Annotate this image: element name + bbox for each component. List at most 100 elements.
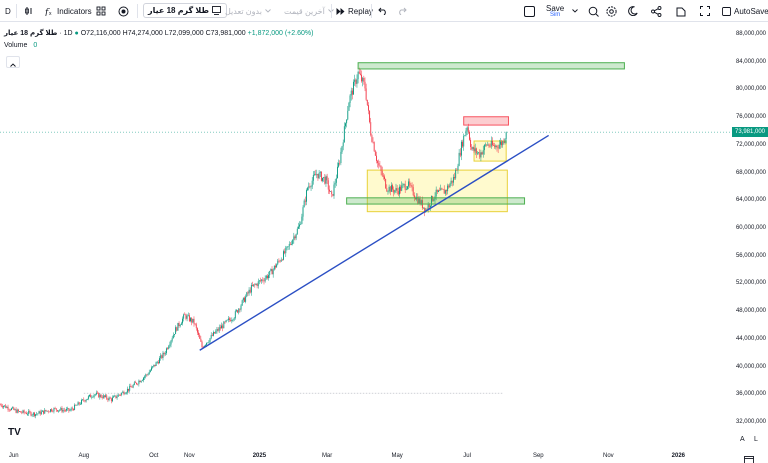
price-type-label: آخرین قیمت [284,6,325,16]
candle-body [429,205,431,208]
candle-body [208,341,210,343]
candle-body [443,189,445,194]
candle-body [169,344,171,347]
compare-button[interactable] [24,0,34,22]
candle-body [293,236,295,240]
tradingview-logo[interactable]: TV [8,427,21,438]
templates-button[interactable] [96,0,106,22]
candle-body [92,396,94,398]
candle-body [447,185,449,192]
candle-body [343,126,345,143]
candle-body [162,352,164,358]
candle-body [348,102,350,111]
symbol-label: طلا گرم 18 عیار [148,6,210,15]
candle-body [151,367,152,371]
candle-body [155,362,157,366]
y-tick-label: 64,000,000 [735,197,766,204]
redo-button[interactable] [397,0,407,22]
fullscreen-button[interactable] [700,0,710,22]
calendar-icon[interactable] [744,451,754,463]
y-tick-label: 44,000,000 [735,335,766,342]
candle-body [98,392,100,398]
candle-body [464,135,466,137]
undo-button[interactable] [378,0,388,22]
snapshot-button[interactable] [676,0,686,22]
candle-body [4,405,6,407]
candle-body [133,382,135,385]
candle-body [300,223,302,225]
autosave-toggle[interactable]: AutoSave [722,0,768,22]
candle-body [193,318,195,324]
candle-body [423,207,424,209]
candle-body [442,189,444,190]
adjust-dropdown[interactable]: بدون تعدیل [225,0,271,22]
candle-body [164,353,166,355]
candle-body [216,329,218,332]
auto-scale-button[interactable]: A [740,436,745,443]
candle-body [488,144,490,147]
candle-body [123,391,125,395]
bar-style-icon [24,6,34,16]
candle-body [502,141,504,146]
candle-body [413,195,415,198]
replay-button[interactable]: Replay [336,0,373,22]
candle-body [248,289,250,294]
candle-body [401,185,403,191]
save-button[interactable]: Save Sim [546,0,564,22]
candle-body [286,246,288,248]
candle-body [77,402,79,406]
candle-body [36,413,38,415]
candle-body [258,280,260,282]
x-tick-label: Nov [602,453,614,459]
candle-body [318,172,320,179]
save-dropdown[interactable] [572,0,578,22]
candle-body [190,318,191,322]
price-chart[interactable] [0,22,768,463]
candle-body [440,188,442,191]
share-button[interactable] [651,0,662,22]
candle-body [16,409,18,413]
save-sublabel: Sim [549,12,561,18]
alert-button[interactable] [118,0,129,22]
candle-body [30,412,32,416]
symbol-search-button[interactable]: طلا گرم 18 عیار [143,3,228,18]
candle-body [328,189,330,192]
candle-body [240,305,242,310]
theme-toggle[interactable] [628,0,638,22]
settings-button[interactable] [606,0,617,22]
share-icon [651,5,662,17]
candle-body [319,172,321,173]
legend-dot: ● [74,30,79,37]
candle-body [280,259,282,262]
price-type-dropdown[interactable]: آخرین قیمت [284,0,334,22]
candle-body [444,190,446,194]
candle-body [225,320,227,322]
candle-body [340,151,342,164]
candle-body [227,318,229,320]
candle-body [66,408,68,411]
candle-body [281,259,283,261]
candle-body [388,186,390,192]
candle-body [369,110,371,123]
candle-body [335,178,337,183]
candle-body [493,145,495,146]
log-scale-button[interactable]: L [754,436,758,443]
candle-body [378,163,380,166]
svg-text:f: f [44,8,50,16]
candle-body [28,411,30,415]
candle-body [229,318,231,320]
collapse-legend-button[interactable] [6,56,20,68]
candle-body [146,374,148,376]
candle-body [74,404,76,410]
candle-body [149,370,151,372]
interval-button[interactable]: D [5,0,11,22]
candle-body [269,270,271,276]
layout-button[interactable] [524,0,535,22]
candle-body [255,283,257,285]
legend-open: O72,116,000 [80,30,121,37]
candle-body [81,399,82,404]
candle-body [273,265,275,270]
candle-body [152,366,154,368]
quick-search-button[interactable] [588,0,599,22]
